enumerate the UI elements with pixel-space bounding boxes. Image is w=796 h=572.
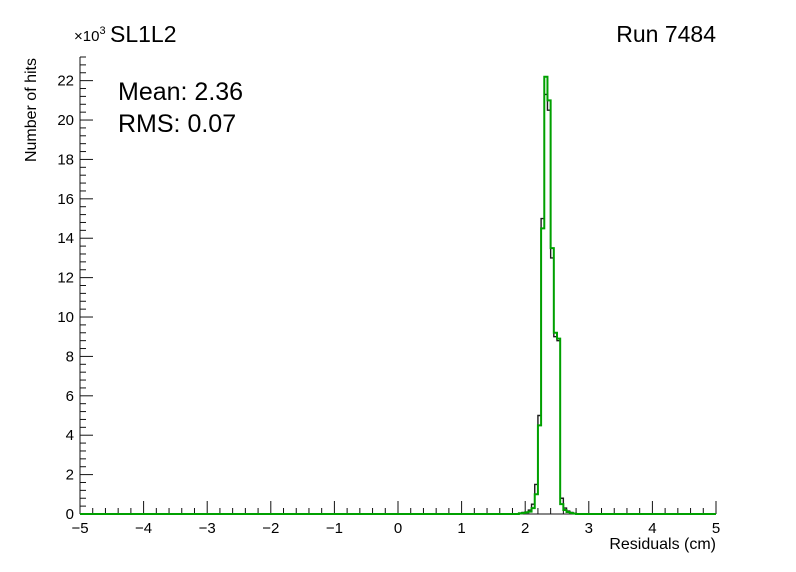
plot-title: SL1L2	[110, 21, 177, 47]
run-label: Run 7484	[616, 21, 716, 47]
black-histogram	[80, 93, 716, 515]
stat-rms-label: RMS: 0.07	[118, 110, 236, 138]
y-tick-label: 10	[57, 309, 74, 326]
x-tick-label: −1	[326, 520, 343, 537]
x-tick-label: −2	[262, 520, 279, 537]
x-tick-label: 1	[457, 520, 465, 537]
stat-mean-label: Mean: 2.36	[118, 78, 243, 106]
x-tick-label: −3	[199, 520, 216, 537]
x-tick-label: 2	[521, 520, 529, 537]
y-tick-label: 0	[66, 506, 74, 523]
green-histogram	[80, 75, 716, 515]
y-axis-title: Number of hits	[23, 58, 40, 162]
x-tick-label: −4	[135, 520, 152, 537]
x-tick-label: 4	[648, 520, 656, 537]
x-tick-label: 0	[394, 520, 402, 537]
y-axis-exponent: ×103	[74, 25, 106, 45]
x-tick-label: 5	[712, 520, 720, 537]
y-tick-label: 20	[57, 112, 74, 129]
x-tick-label: 3	[585, 520, 593, 537]
y-tick-label: 8	[66, 348, 74, 365]
y-tick-label: 14	[57, 230, 74, 247]
y-tick-label: 6	[66, 388, 74, 405]
x-axis-title: Residuals (cm)	[609, 536, 716, 553]
y-tick-label: 4	[66, 427, 74, 444]
x-tick-label: −5	[71, 520, 88, 537]
y-tick-label: 18	[57, 151, 74, 168]
y-tick-label: 16	[57, 191, 74, 208]
y-tick-label: 2	[66, 467, 74, 484]
y-tick-label: 22	[57, 73, 74, 90]
y-tick-label: 12	[57, 270, 74, 287]
